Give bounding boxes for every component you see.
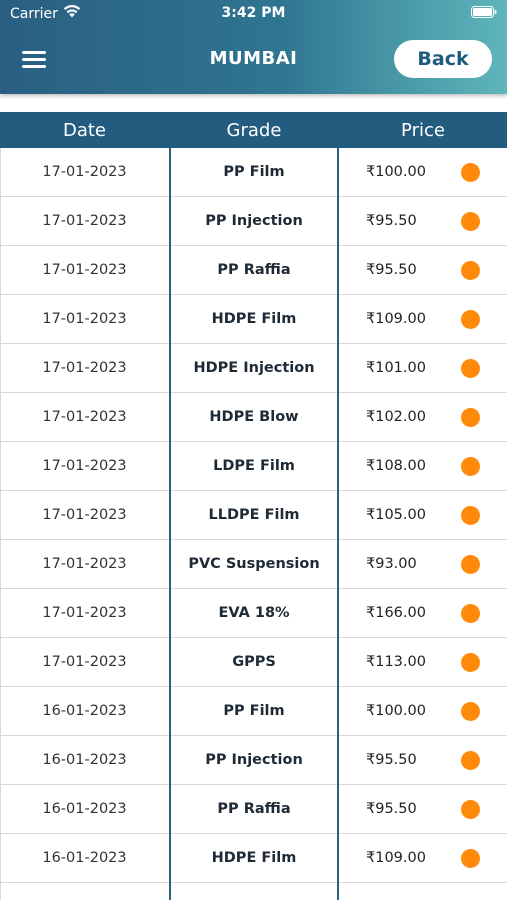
table-row[interactable]: 17-01-2023 HDPE Injection ₹101.00 xyxy=(0,344,507,393)
row-date: 17-01-2023 xyxy=(42,605,127,621)
status-dot-icon xyxy=(461,555,480,574)
status-dot-icon xyxy=(461,310,480,329)
carrier-indicator: Carrier xyxy=(10,4,81,22)
app-header: Carrier 3:42 PM MUMBAI Back xyxy=(0,0,507,94)
row-price: ₹100.00 xyxy=(366,703,426,719)
status-dot-icon xyxy=(461,163,480,182)
row-price: ₹109.00 xyxy=(366,311,426,327)
status-dot-icon xyxy=(461,751,480,770)
table-left-edge xyxy=(0,148,1,900)
column-divider xyxy=(169,148,171,900)
status-dot-icon xyxy=(461,653,480,672)
column-header-price: Price xyxy=(401,119,445,141)
status-dot-icon xyxy=(461,849,480,868)
row-date: 17-01-2023 xyxy=(42,262,127,278)
row-grade: HDPE Blow xyxy=(209,409,299,425)
status-dot-icon xyxy=(461,359,480,378)
row-grade: LDPE Film xyxy=(213,458,295,474)
row-price: ₹95.50 xyxy=(366,752,417,768)
table-row[interactable]: 17-01-2023 HDPE Film ₹109.00 xyxy=(0,295,507,344)
table-header: Date Grade Price xyxy=(0,112,507,148)
row-price: ₹95.50 xyxy=(366,213,417,229)
column-header-date: Date xyxy=(62,119,107,141)
column-header-grade: Grade xyxy=(226,119,282,141)
status-time: 3:42 PM xyxy=(221,5,286,21)
row-grade: EVA 18% xyxy=(218,605,290,621)
table-row[interactable]: 16-01-2023 PP Raffia ₹95.50 xyxy=(0,785,507,834)
row-price: ₹108.00 xyxy=(366,458,426,474)
table-row[interactable]: 17-01-2023 LDPE Film ₹108.00 xyxy=(0,442,507,491)
row-grade: PP Raffia xyxy=(217,801,291,817)
status-dot-icon xyxy=(461,408,480,427)
row-price: ₹113.00 xyxy=(366,654,426,670)
row-grade: PP Film xyxy=(223,703,285,719)
row-date: 17-01-2023 xyxy=(42,311,127,327)
row-date: 17-01-2023 xyxy=(42,507,127,523)
status-dot-icon xyxy=(461,702,480,721)
row-date: 17-01-2023 xyxy=(42,360,127,376)
row-date: 17-01-2023 xyxy=(42,654,127,670)
table-row[interactable]: 17-01-2023 GPPS ₹113.00 xyxy=(0,638,507,687)
row-date: 16-01-2023 xyxy=(42,801,127,817)
back-button[interactable]: Back xyxy=(394,40,492,78)
status-bar: Carrier 3:42 PM xyxy=(0,0,507,28)
table-row[interactable]: 16-01-2023 PP Film ₹100.00 xyxy=(0,687,507,736)
row-date: 17-01-2023 xyxy=(42,164,127,180)
row-date: 17-01-2023 xyxy=(42,409,127,425)
page-title: MUMBAI xyxy=(209,48,298,69)
row-date: 17-01-2023 xyxy=(42,458,127,474)
row-date: 16-01-2023 xyxy=(42,752,127,768)
table-row[interactable]: 16-01-2023 PP Injection ₹95.50 xyxy=(0,736,507,785)
row-date: 17-01-2023 xyxy=(42,556,127,572)
row-grade: PVC Suspension xyxy=(188,556,320,572)
wifi-icon xyxy=(63,4,81,22)
table-row[interactable]: 17-01-2023 EVA 18% ₹166.00 xyxy=(0,589,507,638)
row-date: 17-01-2023 xyxy=(42,213,127,229)
table-row[interactable]: 17-01-2023 PVC Suspension ₹93.00 xyxy=(0,540,507,589)
row-price: ₹95.50 xyxy=(366,801,417,817)
status-dot-icon xyxy=(461,800,480,819)
row-price: ₹101.00 xyxy=(366,360,426,376)
row-price: ₹95.50 xyxy=(366,262,417,278)
row-grade: HDPE Injection xyxy=(193,360,315,376)
status-dot-icon xyxy=(461,261,480,280)
status-dot-icon xyxy=(461,604,480,623)
row-grade: PP Injection xyxy=(205,213,303,229)
row-date: 16-01-2023 xyxy=(42,703,127,719)
table-row[interactable]: 16-01-2023 HDPE Film ₹109.00 xyxy=(0,834,507,883)
row-price: ₹109.00 xyxy=(366,850,426,866)
row-price: ₹102.00 xyxy=(366,409,426,425)
row-grade: PP Injection xyxy=(205,752,303,768)
row-date: 16-01-2023 xyxy=(42,850,127,866)
row-price: ₹93.00 xyxy=(366,556,417,572)
row-grade: GPPS xyxy=(232,654,276,670)
row-price: ₹105.00 xyxy=(366,507,426,523)
row-grade: LLDPE Film xyxy=(208,507,300,523)
status-dot-icon xyxy=(461,457,480,476)
battery-icon xyxy=(471,6,497,18)
table-row[interactable]: 17-01-2023 PP Film ₹100.00 xyxy=(0,148,507,197)
table-row[interactable]: 17-01-2023 LLDPE Film ₹105.00 xyxy=(0,491,507,540)
row-grade: PP Raffia xyxy=(217,262,291,278)
menu-icon[interactable] xyxy=(22,50,46,70)
table-row[interactable]: 17-01-2023 PP Raffia ₹95.50 xyxy=(0,246,507,295)
status-dot-icon xyxy=(461,506,480,525)
carrier-label: Carrier xyxy=(10,5,58,22)
price-table-body: 17-01-2023 PP Film ₹100.00 17-01-2023 PP Inj… xyxy=(0,148,507,883)
table-row[interactable]: 17-01-2023 HDPE Blow ₹102.00 xyxy=(0,393,507,442)
table-row[interactable]: 17-01-2023 PP Injection ₹95.50 xyxy=(0,197,507,246)
row-price: ₹100.00 xyxy=(366,164,426,180)
row-grade: PP Film xyxy=(223,164,285,180)
row-grade: HDPE Film xyxy=(211,311,297,327)
column-divider xyxy=(337,148,339,900)
row-price: ₹166.00 xyxy=(366,605,426,621)
status-dot-icon xyxy=(461,212,480,231)
row-grade: HDPE Film xyxy=(211,850,297,866)
